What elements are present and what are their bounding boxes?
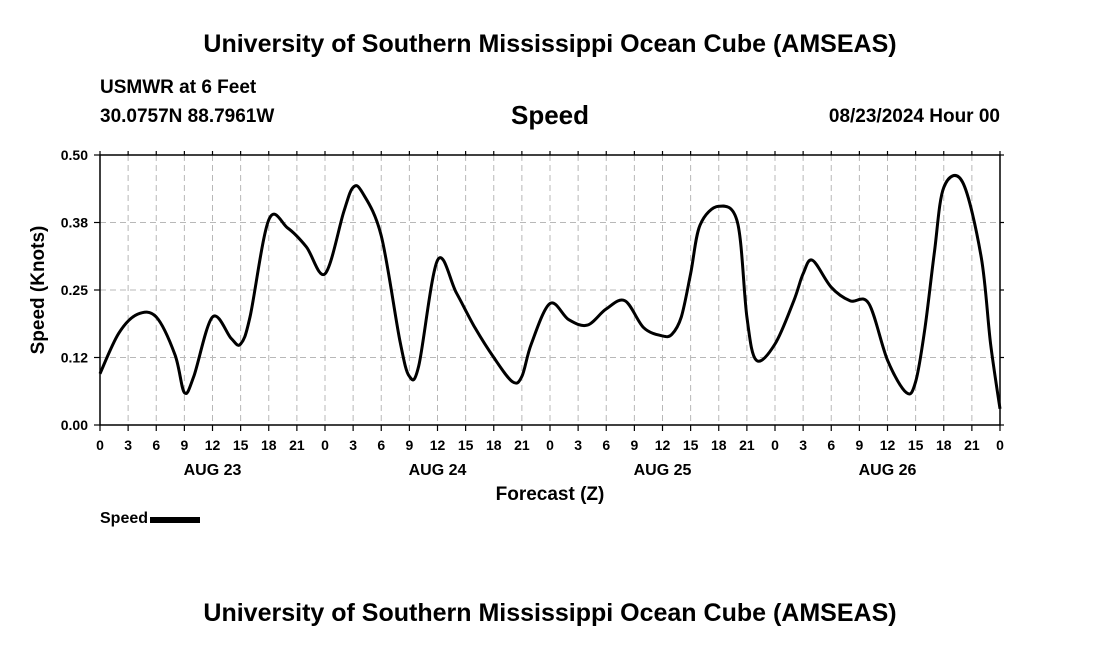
x-tick-label: 18 xyxy=(711,437,727,453)
x-tick-labels: 0 3 6 9 12 15 18 21 0 3 6 9 12 15 18 21 0 3 6 9 12 15 18 21 0 3 6 9… xyxy=(96,437,1004,453)
x-tick-label: 9 xyxy=(180,437,188,453)
x-tick-label: 3 xyxy=(124,437,132,453)
x-tick-label: 18 xyxy=(936,437,952,453)
x-tick-label: 9 xyxy=(630,437,638,453)
legend-swatch xyxy=(150,517,201,523)
y-tick-label: 0.25 xyxy=(61,282,88,298)
plot-frame xyxy=(99,154,1001,426)
grid xyxy=(100,155,1000,425)
x-tick-label: 18 xyxy=(486,437,502,453)
series xyxy=(98,174,1002,410)
day-label: AUG 26 xyxy=(859,462,917,479)
x-tick-label: 6 xyxy=(827,437,835,453)
x-tick-label: 15 xyxy=(458,437,474,453)
x-tick-label: 12 xyxy=(430,437,446,453)
x-tick-label: 15 xyxy=(683,437,699,453)
day-label: AUG 25 xyxy=(634,462,692,479)
y-tick-label: 0.50 xyxy=(61,147,88,163)
forecast-datetime: 08/23/2024 Hour 00 xyxy=(828,106,1000,127)
x-tick-label: 15 xyxy=(908,437,924,453)
x-tick-label: 3 xyxy=(349,437,357,453)
y-tick-label: 0.00 xyxy=(61,417,88,433)
x-tick-label: 3 xyxy=(799,437,807,453)
x-tick-label: 21 xyxy=(739,437,755,453)
speed-series-line xyxy=(98,174,1002,410)
coordinates-label: 30.0757N 88.7961W xyxy=(100,106,275,127)
x-tick-label: 6 xyxy=(152,437,160,453)
y-tick-labels: 0.00 0.12 0.25 0.38 0.50 xyxy=(61,147,88,433)
y-tick-label: 0.38 xyxy=(61,215,88,231)
x-tick-label: 15 xyxy=(233,437,249,453)
x-tick-label: 12 xyxy=(655,437,671,453)
x-tick-label: 12 xyxy=(880,437,896,453)
chart-title: University of Southern Mississippi Ocean… xyxy=(203,30,897,58)
x-tick-label: 0 xyxy=(771,437,779,453)
x-tick-label: 9 xyxy=(855,437,863,453)
x-axis-title: Forecast (Z) xyxy=(496,484,605,505)
x-tick-label: 21 xyxy=(964,437,980,453)
x-tick-label: 3 xyxy=(574,437,582,453)
day-label: AUG 24 xyxy=(409,462,467,479)
legend-label: Speed xyxy=(100,510,149,527)
x-tick-label: 0 xyxy=(546,437,554,453)
day-label: AUG 23 xyxy=(184,462,242,479)
footer-title: University of Southern Mississippi Ocean… xyxy=(203,599,897,627)
x-tick-label: 6 xyxy=(377,437,385,453)
ticks xyxy=(94,151,1004,431)
x-tick-label: 0 xyxy=(996,437,1004,453)
x-tick-label: 0 xyxy=(96,437,104,453)
x-tick-label: 12 xyxy=(205,437,221,453)
y-axis-title: Speed (Knots) xyxy=(28,226,49,355)
x-tick-label: 21 xyxy=(514,437,530,453)
x-tick-label: 9 xyxy=(405,437,413,453)
x-tick-label: 21 xyxy=(289,437,305,453)
x-tick-label: 6 xyxy=(602,437,610,453)
parameter-title: Speed xyxy=(510,100,590,130)
y-tick-label: 0.12 xyxy=(61,350,88,366)
day-labels: AUG 23 AUG 24 AUG 25 AUG 26 xyxy=(184,462,917,479)
station-label: USMWR at 6 Feet xyxy=(100,77,257,98)
x-tick-label: 0 xyxy=(321,437,329,453)
legend: Speed xyxy=(100,510,201,528)
x-tick-label: 18 xyxy=(261,437,277,453)
